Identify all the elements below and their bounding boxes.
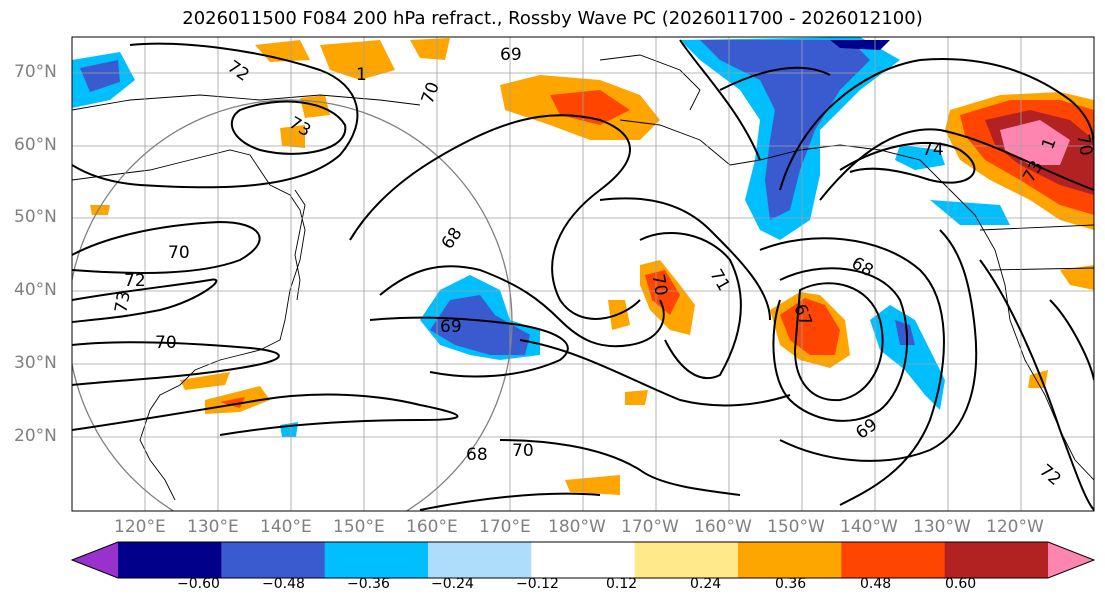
lon-tick-label: 160°E bbox=[406, 517, 458, 537]
colorbar-tick-label: −0.24 bbox=[431, 576, 474, 592]
colorbar-bin bbox=[221, 542, 326, 578]
contour-label: 72 bbox=[124, 271, 146, 291]
map-title: 2026011500 F084 200 hPa refract., Rossby… bbox=[182, 8, 923, 29]
colorbar-bin bbox=[634, 542, 739, 578]
lat-tick-label: 50°N bbox=[14, 207, 57, 227]
colorbar-extend-high bbox=[1048, 542, 1094, 578]
colorbar-bin bbox=[428, 542, 532, 578]
lon-tick-label: 150°E bbox=[333, 517, 385, 537]
contour-label: 70 bbox=[1072, 133, 1095, 158]
contour-label: 69 bbox=[440, 317, 462, 337]
colorbar-tick-label: −0.36 bbox=[347, 576, 390, 592]
colorbar-tick-label: −0.60 bbox=[177, 576, 220, 592]
lat-tick-label: 30°N bbox=[14, 353, 57, 373]
contour-label: 69 bbox=[500, 45, 522, 65]
lat-tick-label: 20°N bbox=[14, 426, 57, 446]
colorbar-tick-label: 0.48 bbox=[860, 576, 892, 592]
lat-tick-label: 60°N bbox=[14, 135, 57, 155]
colorbar-tick-label: 0.60 bbox=[945, 576, 977, 592]
plot-frame bbox=[71, 36, 1095, 512]
coastlines bbox=[72, 54, 1094, 501]
reference-circle bbox=[72, 99, 513, 511]
lon-tick-label: 140°E bbox=[260, 517, 312, 537]
colorbar bbox=[70, 541, 1096, 579]
lon-tick-label: 150°W bbox=[767, 517, 825, 537]
contour-label: 70 bbox=[168, 243, 190, 263]
colorbar-bin bbox=[531, 542, 636, 578]
lon-tick-label: 120°E bbox=[114, 517, 166, 537]
contour-label: 74 bbox=[922, 140, 944, 160]
colorbar-tick-label: −0.12 bbox=[516, 576, 559, 592]
lon-tick-label: 130°E bbox=[187, 517, 239, 537]
contour-label: 73 bbox=[111, 290, 134, 315]
colorbar-bin bbox=[738, 542, 842, 578]
contour-label: 70 bbox=[647, 273, 670, 298]
lon-tick-label: 130°W bbox=[913, 517, 971, 537]
colorbar-bin bbox=[841, 542, 946, 578]
colorbar-extend-low bbox=[72, 542, 118, 578]
contour-label: 1 bbox=[356, 65, 367, 85]
lon-tick-label: 140°W bbox=[840, 517, 898, 537]
lon-tick-label: 170°W bbox=[621, 517, 679, 537]
colorbar-bin bbox=[118, 542, 222, 578]
colorbar-tick-label: 0.12 bbox=[606, 576, 638, 592]
contours bbox=[72, 39, 1094, 511]
colorbar-tick-label: 0.36 bbox=[775, 576, 807, 592]
map-plot-area: 72 73 1 70 69 68 70 72 73 70 68 69 70 71… bbox=[72, 37, 1095, 511]
lat-tick-label: 70°N bbox=[14, 62, 57, 82]
colorbar-bin bbox=[324, 542, 429, 578]
colorbar-bin bbox=[944, 542, 1049, 578]
contour-label: 70 bbox=[512, 441, 534, 461]
colorbar-tick-label: 0.24 bbox=[690, 576, 722, 592]
colorbar-tick-label: −0.48 bbox=[262, 576, 305, 592]
lon-tick-label: 160°W bbox=[694, 517, 752, 537]
contour-label: 70 bbox=[155, 333, 177, 353]
lon-tick-label: 180°W bbox=[548, 517, 606, 537]
lat-tick-label: 40°N bbox=[14, 280, 57, 300]
contour-label: 68 bbox=[466, 445, 488, 465]
lon-tick-label: 170°E bbox=[479, 517, 531, 537]
grid bbox=[72, 37, 1094, 511]
lon-tick-label: 120°W bbox=[986, 517, 1044, 537]
